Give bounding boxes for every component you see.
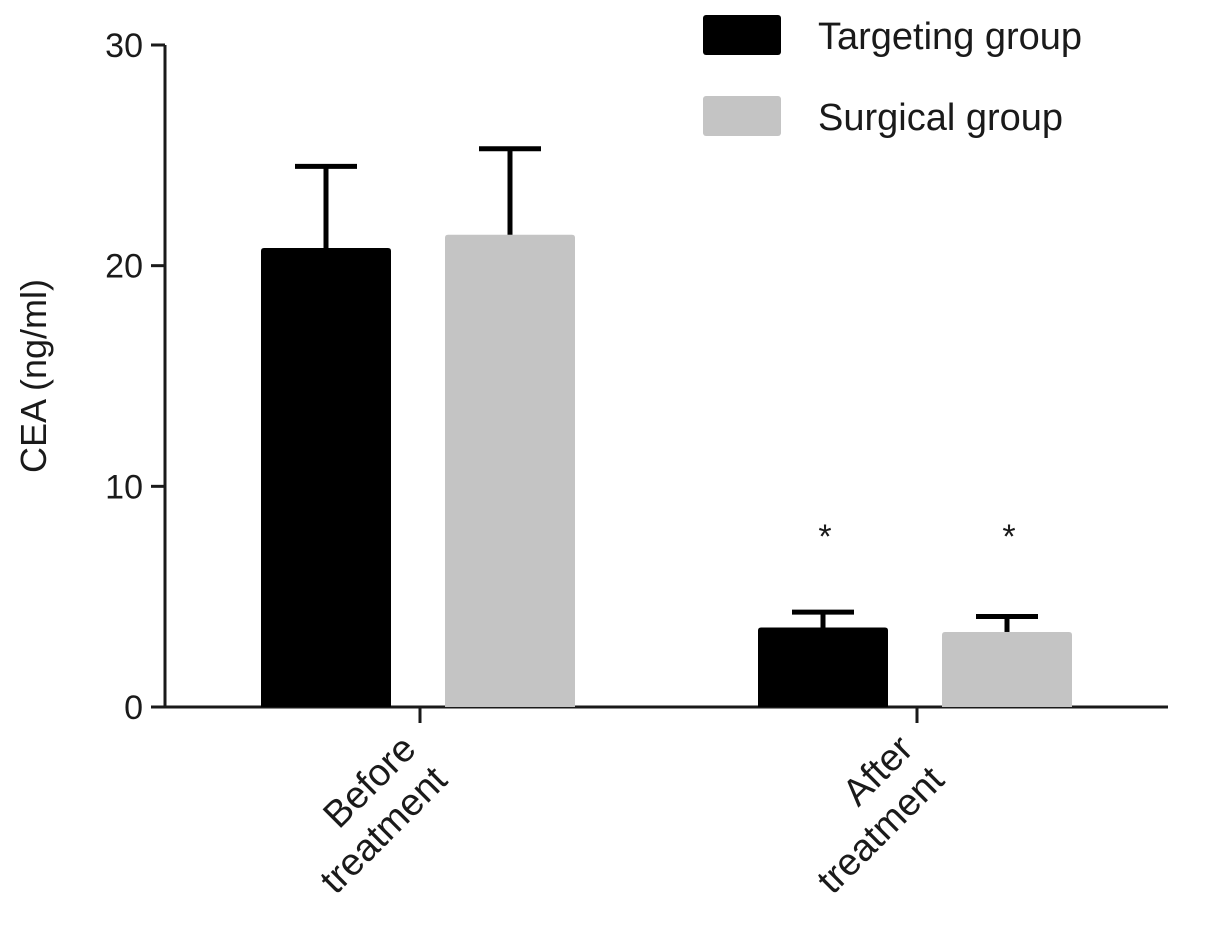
- bar: [942, 631, 1072, 707]
- legend-label: Surgical group: [818, 97, 1063, 139]
- y-tick-label: 0: [124, 689, 143, 727]
- legend-swatch: [703, 15, 781, 55]
- legend-label: Targeting group: [818, 16, 1082, 58]
- error-bars: [295, 146, 1038, 632]
- significance-mark: *: [1002, 518, 1015, 556]
- annotations: * *: [818, 518, 1015, 556]
- y-axis: 0 10 20 30: [105, 27, 167, 727]
- legend: Targeting group Surgical group: [703, 15, 1082, 139]
- bar: [261, 248, 391, 707]
- bars: [261, 234, 1072, 708]
- bar: [758, 627, 888, 707]
- significance-mark: *: [818, 518, 831, 556]
- y-tick-label: 20: [105, 248, 143, 286]
- legend-swatch: [703, 96, 781, 136]
- y-tick-label: 10: [105, 468, 143, 506]
- y-tick-label: 30: [105, 27, 143, 65]
- y-axis-title: CEA (ng/ml): [13, 279, 54, 473]
- bar: [445, 234, 575, 708]
